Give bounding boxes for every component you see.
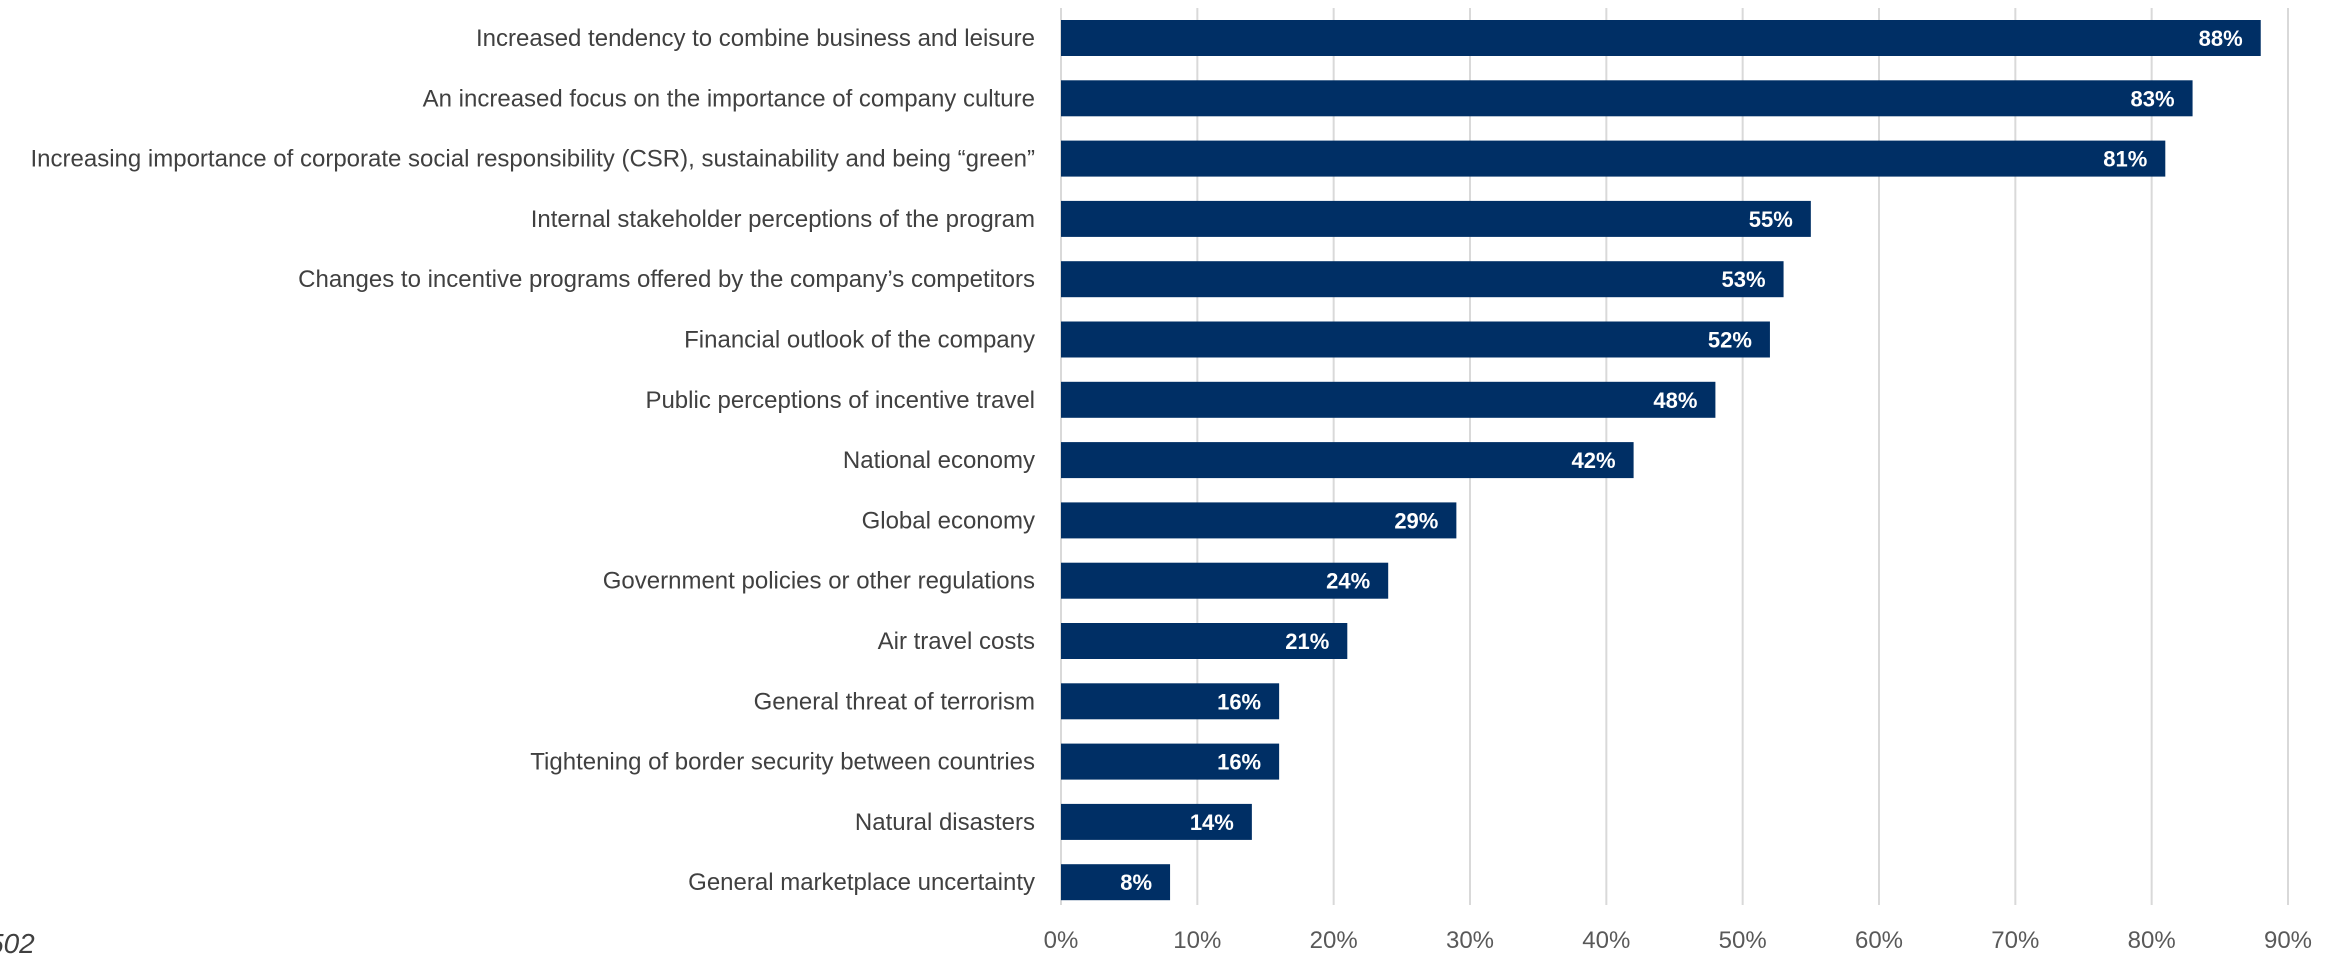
x-tick-label: 30%: [1446, 927, 1494, 954]
x-tick-label: 60%: [1855, 927, 1903, 954]
category-label: Government policies or other regulations: [603, 568, 1035, 595]
bar: [1061, 140, 2166, 177]
category-labels: Increased tendency to combine business a…: [31, 25, 1035, 896]
bar: [1061, 80, 2193, 117]
data-label: 48%: [1653, 388, 1697, 413]
bars: [1061, 20, 2261, 901]
x-tick-label: 90%: [2264, 927, 2312, 954]
category-label: Increased tendency to combine business a…: [476, 25, 1035, 52]
x-tick-label: 80%: [2128, 927, 2176, 954]
bar: [1061, 261, 1784, 298]
x-tick-label: 10%: [1173, 927, 1221, 954]
data-label: 53%: [1722, 267, 1766, 292]
data-label: 42%: [1572, 448, 1616, 473]
data-label: 16%: [1217, 689, 1261, 714]
category-label: Financial outlook of the company: [684, 327, 1035, 354]
bar: [1061, 743, 1280, 780]
footnote-text: 502: [0, 928, 35, 959]
bar: [1061, 442, 1634, 479]
category-label: General threat of terrorism: [754, 688, 1035, 715]
category-label: Air travel costs: [878, 628, 1035, 655]
data-labels: 88% 83% 81% 55% 53% 52% 48% 42% 29% 24% 21% 16% 16% 1…: [1120, 26, 2242, 895]
x-axis-tick-labels: 0% 10% 20% 30% 40% 50% 60% 70% 80% 90%: [1044, 927, 2312, 954]
category-label: General marketplace uncertainty: [688, 869, 1035, 896]
bar: [1061, 200, 1811, 237]
bar: [1061, 381, 1716, 418]
category-label: Tightening of border security between co…: [530, 749, 1035, 776]
data-label: 55%: [1749, 207, 1793, 232]
x-tick-label: 40%: [1582, 927, 1630, 954]
data-label: 52%: [1708, 328, 1752, 353]
bar: [1061, 321, 1770, 358]
data-label: 88%: [2199, 26, 2243, 51]
x-tick-label: 0%: [1044, 927, 1079, 954]
category-label: Changes to incentive programs offered by…: [298, 266, 1035, 293]
category-label: Public perceptions of incentive travel: [645, 387, 1035, 414]
category-label: Internal stakeholder perceptions of the …: [531, 206, 1035, 233]
data-label: 83%: [2131, 86, 2175, 111]
bar: [1061, 623, 1348, 659]
x-tick-label: 50%: [1719, 927, 1767, 954]
category-label: National economy: [843, 447, 1035, 474]
bar: [1061, 562, 1389, 599]
data-label: 14%: [1190, 810, 1234, 835]
data-label: 24%: [1326, 569, 1370, 594]
bar: [1061, 502, 1457, 539]
data-label: 16%: [1217, 750, 1261, 775]
data-label: 8%: [1120, 870, 1152, 895]
category-label: Increasing importance of corporate socia…: [31, 146, 1035, 173]
bar: [1061, 803, 1252, 840]
bar: [1061, 683, 1280, 720]
data-label: 81%: [2103, 147, 2147, 172]
category-label: An increased focus on the importance of …: [423, 85, 1035, 112]
category-label: Global economy: [862, 507, 1035, 534]
bar: [1061, 864, 1171, 901]
x-tick-label: 70%: [1991, 927, 2039, 954]
bar: [1061, 20, 2261, 56]
category-label: Natural disasters: [855, 809, 1035, 836]
data-label: 29%: [1394, 508, 1438, 533]
data-label: 21%: [1285, 629, 1329, 654]
x-tick-label: 20%: [1310, 927, 1358, 954]
